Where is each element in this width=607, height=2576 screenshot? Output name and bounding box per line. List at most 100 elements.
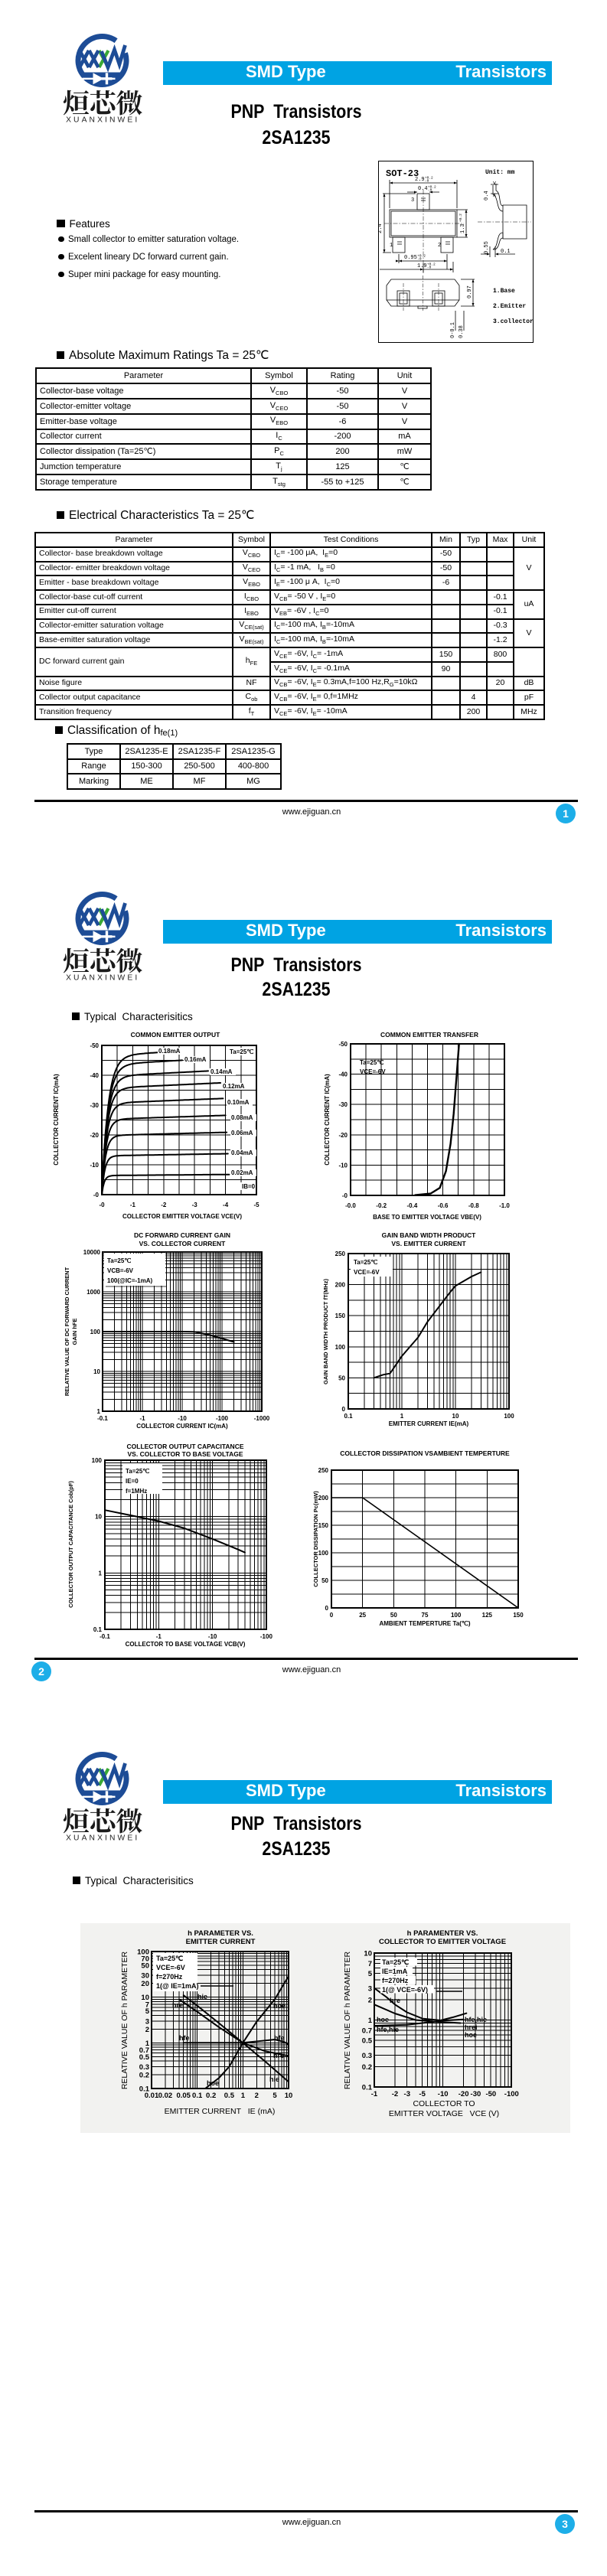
svg-text:AMBIENT TEMPERTURE Ta(℃): AMBIENT TEMPERTURE Ta(℃) xyxy=(379,1620,470,1627)
svg-text:hoe: hoe xyxy=(465,2031,477,2039)
svg-text:50: 50 xyxy=(390,1612,397,1619)
svg-text:VS. COLLECTOR TO BASE VOLTAGE: VS. COLLECTOR TO BASE VOLTAGE xyxy=(128,1450,243,1458)
svg-text:+0.2: +0.2 xyxy=(428,185,436,190)
svg-text:DC FORWARD CURRENT GAIN: DC FORWARD CURRENT GAIN xyxy=(134,1231,230,1239)
svg-text:VS. EMITTER CURRENT: VS. EMITTER CURRENT xyxy=(391,1240,466,1247)
svg-text:100: 100 xyxy=(92,1457,103,1464)
svg-text:-10: -10 xyxy=(90,1162,99,1169)
svg-text:1: 1 xyxy=(97,1408,101,1415)
svg-text:+0.2: +0.2 xyxy=(425,176,433,181)
svg-text:Ta=25℃: Ta=25℃ xyxy=(107,1257,131,1264)
svg-text:hre: hre xyxy=(172,2001,183,2009)
svg-text:70: 70 xyxy=(141,1955,149,1964)
svg-text:hoe: hoe xyxy=(377,2016,389,2023)
svg-text:XUANXINWEI: XUANXINWEI xyxy=(66,1834,139,1843)
svg-text:-1.0: -1.0 xyxy=(499,1202,510,1209)
svg-text:0.16mA: 0.16mA xyxy=(184,1056,207,1063)
svg-text:0.3: 0.3 xyxy=(139,2063,149,2072)
svg-text:1: 1 xyxy=(241,2092,246,2100)
svg-text:IE=1mA: IE=1mA xyxy=(382,1968,408,1975)
svg-text:2: 2 xyxy=(145,2026,149,2034)
svg-text:VCE=-6V: VCE=-6V xyxy=(360,1068,386,1075)
svg-text:hie: hie xyxy=(269,2075,279,2083)
svg-text:-20: -20 xyxy=(90,1132,99,1139)
svg-text:SOT-23: SOT-23 xyxy=(386,168,419,179)
svg-text:0.2: 0.2 xyxy=(139,2072,149,2080)
svg-text:COLLECTOR TO BASE VOLTAGE VCB(: COLLECTOR TO BASE VOLTAGE VCB(V) xyxy=(126,1641,246,1648)
svg-text:0.02: 0.02 xyxy=(158,2092,173,2100)
svg-text:-20: -20 xyxy=(459,2090,469,2098)
svg-text:-50: -50 xyxy=(485,2090,496,2098)
svg-text:EMITTER CURRENT IE(mA): EMITTER CURRENT IE(mA) xyxy=(389,1420,469,1427)
svg-text:10: 10 xyxy=(285,2092,293,2100)
svg-text:+0.2: +0.2 xyxy=(427,262,436,267)
svg-text:COLLECTOR EMITTER VOLTAGE VCE(: COLLECTOR EMITTER VOLTAGE VCE(V) xyxy=(122,1213,242,1220)
svg-text:-0.0: -0.0 xyxy=(345,1202,356,1209)
svg-text:0: 0 xyxy=(342,1406,346,1413)
svg-text:0.02mA: 0.02mA xyxy=(231,1169,253,1176)
svg-text:-0: -0 xyxy=(425,179,429,184)
svg-text:-0.2: -0.2 xyxy=(376,1202,387,1209)
svg-text:-40: -40 xyxy=(338,1071,348,1078)
svg-text:1.Base: 1.Base xyxy=(493,288,515,295)
svg-text:EMITTER VOLTAGE VCE (V): EMITTER VOLTAGE VCE (V) xyxy=(389,2109,499,2118)
svg-text:Unit: mm: Unit: mm xyxy=(485,169,515,176)
svg-text:Ta=25℃: Ta=25℃ xyxy=(382,1958,409,1966)
svg-text:200: 200 xyxy=(318,1495,329,1502)
svg-text:hfe,hie: hfe,hie xyxy=(465,2016,487,2023)
svg-text:3: 3 xyxy=(145,2017,149,2026)
svg-text:125: 125 xyxy=(482,1612,493,1619)
svg-text:250: 250 xyxy=(335,1251,346,1257)
svg-text:5: 5 xyxy=(145,2007,150,2016)
svg-text:0.2: 0.2 xyxy=(362,2063,372,2072)
svg-text:0.5: 0.5 xyxy=(139,2053,150,2062)
svg-text:hfe: hfe xyxy=(274,2034,285,2042)
svg-text:-2: -2 xyxy=(161,1202,167,1208)
svg-text:0.06mA: 0.06mA xyxy=(231,1130,253,1136)
svg-text:0.1: 0.1 xyxy=(344,1413,353,1420)
svg-text:200: 200 xyxy=(335,1282,346,1289)
svg-text:-0: -0 xyxy=(427,266,432,270)
svg-text:7: 7 xyxy=(368,1960,372,1968)
svg-text:30: 30 xyxy=(141,1972,149,1981)
svg-text:-0.8: -0.8 xyxy=(468,1202,479,1209)
svg-text:VS. COLLECTOR CURRENT: VS. COLLECTOR CURRENT xyxy=(139,1240,227,1247)
svg-text:-30: -30 xyxy=(90,1102,99,1109)
svg-text:50: 50 xyxy=(321,1577,328,1584)
svg-text:1: 1 xyxy=(99,1570,103,1577)
svg-text:-5: -5 xyxy=(419,2090,426,2098)
svg-text:-10: -10 xyxy=(438,2090,449,2098)
svg-text:1.9: 1.9 xyxy=(417,263,427,269)
svg-text:COMMON EMITTER TRANSFER: COMMON EMITTER TRANSFER xyxy=(380,1031,478,1039)
svg-text:-10: -10 xyxy=(178,1415,187,1422)
svg-text:1000: 1000 xyxy=(86,1289,100,1296)
svg-text:100(@IC=-1mA): 100(@IC=-1mA) xyxy=(107,1277,152,1284)
svg-text:100: 100 xyxy=(335,1344,346,1351)
svg-text:COLLECTOR CURRENT IC(mA): COLLECTOR CURRENT IC(mA) xyxy=(136,1423,228,1430)
svg-text:-30: -30 xyxy=(338,1101,348,1108)
svg-text:10: 10 xyxy=(93,1368,100,1375)
svg-text:0.2: 0.2 xyxy=(206,2092,216,2100)
svg-text:COLLECTOR TO EMITTER VOLTAGE: COLLECTOR TO EMITTER VOLTAGE xyxy=(379,1938,506,1946)
svg-text:RELATIVE VALUE OF h PARAMETER: RELATIVE VALUE OF h PARAMETER xyxy=(343,1951,352,2089)
svg-text:-0: -0 xyxy=(428,188,432,193)
svg-text:VCB=-6V: VCB=-6V xyxy=(107,1267,134,1274)
svg-text:150: 150 xyxy=(513,1612,524,1619)
svg-text:-1: -1 xyxy=(371,2090,378,2098)
svg-text:100: 100 xyxy=(90,1329,101,1335)
svg-text:+0.2: +0.2 xyxy=(459,214,463,222)
svg-text:1: 1 xyxy=(368,2017,373,2025)
svg-text:hoe: hoe xyxy=(207,2079,219,2087)
svg-text:EMITTER CURRENT IE (mA): EMITTER CURRENT IE (mA) xyxy=(165,2107,276,2116)
svg-text:COLLECTOR OUTPUT CAPACITANCE: COLLECTOR OUTPUT CAPACITANCE xyxy=(127,1443,244,1450)
svg-text:-1: -1 xyxy=(139,1415,145,1422)
svg-text:-0.1: -0.1 xyxy=(100,1633,110,1640)
svg-text:-50: -50 xyxy=(90,1042,99,1049)
svg-text:1: 1 xyxy=(390,243,393,249)
svg-text:10: 10 xyxy=(452,1413,459,1420)
svg-text:-0.4: -0.4 xyxy=(407,1202,418,1209)
svg-text:2.Emitter: 2.Emitter xyxy=(493,303,526,310)
svg-text:10: 10 xyxy=(364,1950,372,1958)
svg-text:-40: -40 xyxy=(90,1072,99,1079)
svg-text:0.04mA: 0.04mA xyxy=(231,1149,253,1156)
